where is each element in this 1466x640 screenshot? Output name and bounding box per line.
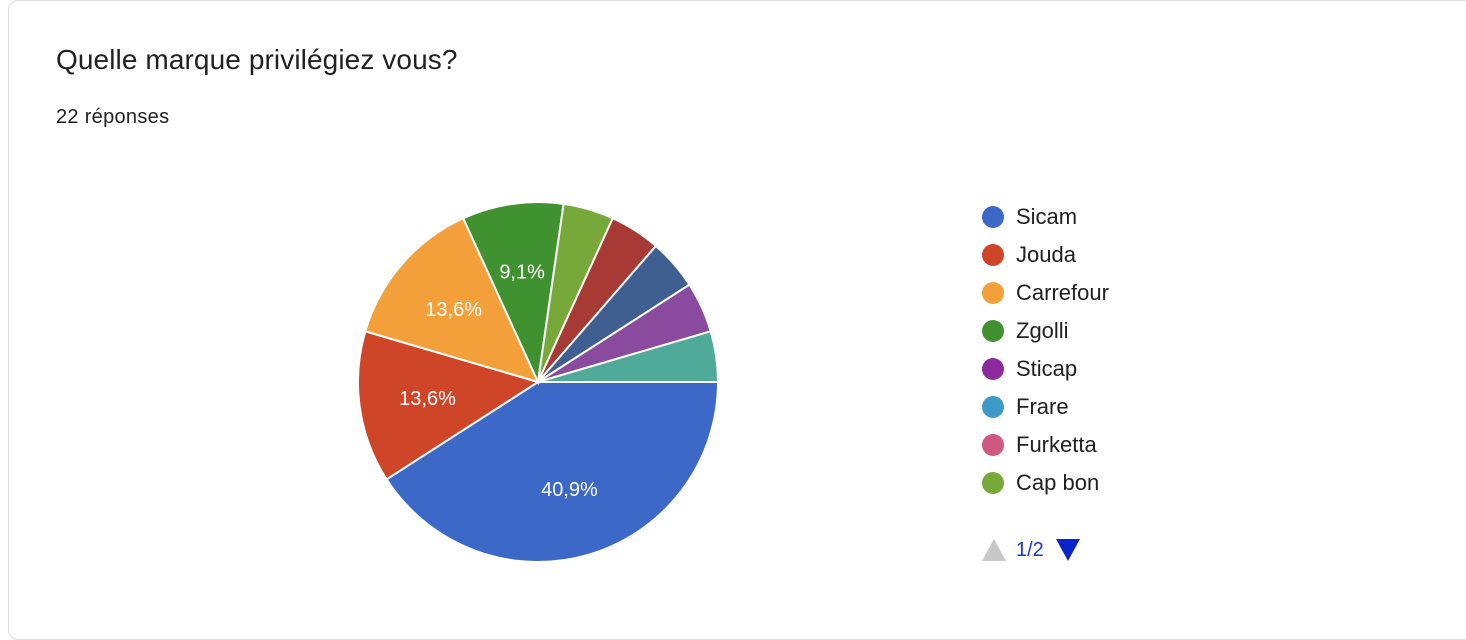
slice-percent-label: 40,9% bbox=[541, 479, 598, 501]
response-count: 22 réponses bbox=[56, 106, 170, 128]
legend-swatch bbox=[982, 396, 1004, 418]
legend-label: Cap bon bbox=[1016, 470, 1100, 495]
legend-item-zgolli[interactable]: Zgolli bbox=[982, 312, 1109, 350]
legend-item-frare[interactable]: Frare bbox=[982, 388, 1109, 426]
legend-swatch bbox=[982, 206, 1004, 228]
next-page-icon[interactable] bbox=[1055, 539, 1080, 561]
legend-label: Sticap bbox=[1016, 356, 1078, 381]
previous-page-icon bbox=[982, 539, 1006, 561]
legend-label: Furketta bbox=[1016, 432, 1097, 457]
slice-percent-label: 13,6% bbox=[425, 299, 482, 321]
legend-swatch bbox=[982, 472, 1004, 494]
legend-label: Zgolli bbox=[1016, 318, 1069, 343]
pie-chart: 40,9% 13,6% 13,6% 9,1% bbox=[357, 201, 720, 563]
legend-swatch bbox=[982, 320, 1004, 342]
slice-percent-label: 9,1% bbox=[499, 262, 545, 284]
legend-swatch bbox=[982, 434, 1004, 456]
page-indicator: 1/2 bbox=[1016, 538, 1044, 561]
question-title: Quelle marque privilégiez vous? bbox=[56, 44, 458, 75]
legend-label: Sicam bbox=[1016, 204, 1078, 229]
legend-item-sticap[interactable]: Sticap bbox=[982, 350, 1109, 388]
pie-slice-carrefour[interactable] bbox=[364, 216, 540, 384]
legend-item-sicam[interactable]: Sicam bbox=[982, 198, 1109, 236]
legend: Sicam Jouda Carrefour Zgolli Sticap Frar… bbox=[982, 198, 1109, 502]
legend-label: Carrefour bbox=[1016, 280, 1109, 305]
response-card bbox=[8, 0, 1466, 640]
slice-percent-label: 13,6% bbox=[399, 388, 456, 410]
legend-swatch bbox=[982, 358, 1004, 380]
legend-item-cap-bon[interactable]: Cap bon bbox=[982, 464, 1109, 502]
legend-label: Jouda bbox=[1016, 242, 1076, 267]
legend-item-jouda[interactable]: Jouda bbox=[982, 236, 1109, 274]
pie-slice-zgolli[interactable] bbox=[461, 201, 565, 386]
legend-swatch bbox=[982, 244, 1004, 266]
legend-item-furketta[interactable]: Furketta bbox=[982, 426, 1109, 464]
pie-slice-jouda[interactable] bbox=[357, 330, 541, 481]
legend-label: Frare bbox=[1016, 394, 1069, 419]
legend-item-carrefour[interactable]: Carrefour bbox=[982, 274, 1109, 312]
legend-pager: 1/2 bbox=[982, 536, 1080, 564]
pie-slice[interactable] bbox=[537, 330, 720, 383]
legend-swatch bbox=[982, 282, 1004, 304]
